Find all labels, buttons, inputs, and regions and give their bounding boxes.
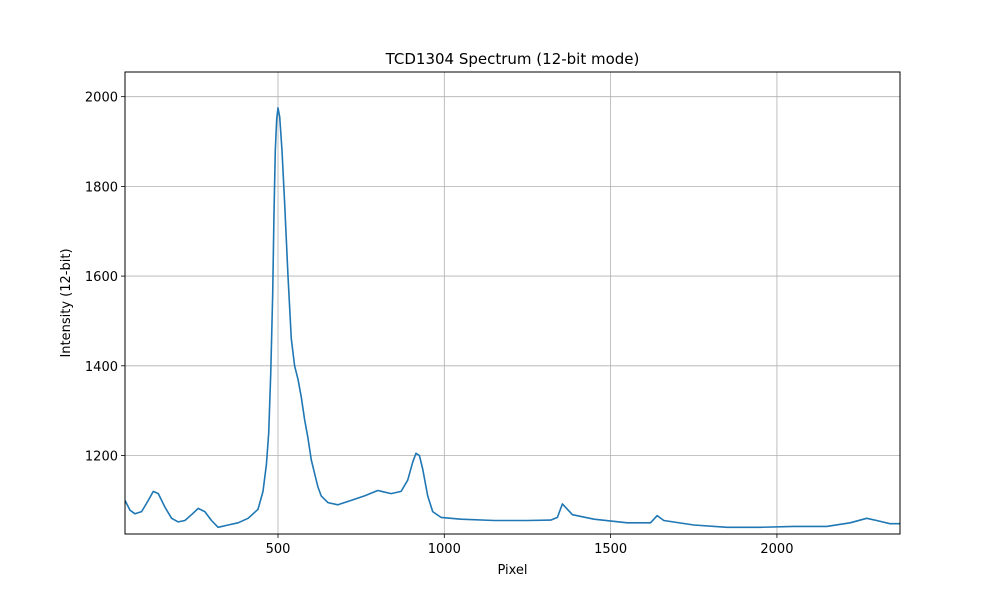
y-tick-label: 1200 [85, 450, 118, 465]
x-tick-label: 2000 [760, 542, 793, 557]
y-tick-label: 1400 [85, 360, 118, 375]
spectrum-series-line [125, 107, 900, 529]
series-layer [125, 107, 900, 529]
y-tick-label: 2000 [85, 91, 118, 106]
x-axis-label: Pixel [497, 563, 527, 578]
x-tick-label: 1500 [594, 542, 627, 557]
y-axis-label: Intensity (12-bit) [59, 248, 74, 357]
chart-title: TCD1304 Spectrum (12-bit mode) [385, 50, 640, 68]
plot-frame [124, 71, 901, 535]
x-tick-label: 1000 [428, 542, 461, 557]
y-tick-label: 1800 [85, 180, 118, 195]
grid-layer [125, 72, 900, 534]
tick-layer: 500 1000 1500 2000 1200 1400 1600 1800 2000 [85, 91, 794, 557]
x-tick-label: 500 [266, 542, 291, 557]
y-tick-label: 1600 [85, 270, 118, 285]
